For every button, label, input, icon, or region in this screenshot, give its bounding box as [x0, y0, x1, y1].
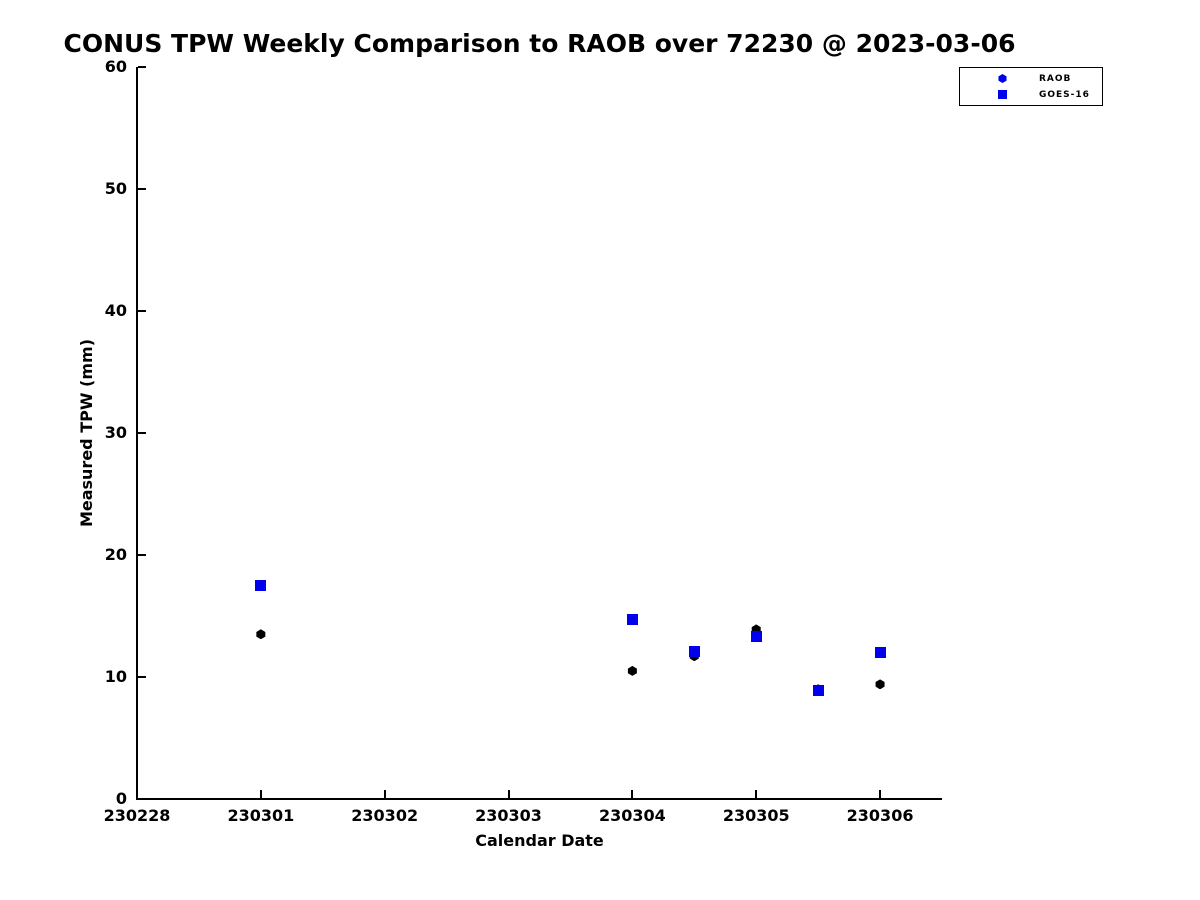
- x-tick-label: 230303: [475, 806, 542, 825]
- goes16-point: [750, 631, 762, 643]
- y-tick: [138, 432, 146, 434]
- raob-point: [875, 679, 885, 690]
- x-tick-label: 230228: [103, 806, 171, 825]
- y-tick-label: 0: [115, 789, 127, 808]
- y-tick: [138, 554, 146, 556]
- legend-raob-marker: [998, 74, 1007, 83]
- raob-point: [256, 629, 266, 640]
- x-tick: [507, 790, 510, 798]
- goes16-point: [874, 647, 886, 659]
- y-tick-label: 30: [104, 423, 127, 442]
- legend-label: GOES-16: [1039, 89, 1090, 100]
- raob-point: [627, 665, 637, 676]
- chart-title: CONUS TPW Weekly Comparison to RAOB over…: [63, 29, 1016, 58]
- legend-entry: GOES-16: [960, 87, 1102, 103]
- x-axis-line: [136, 798, 942, 800]
- y-tick: [138, 676, 146, 678]
- y-tick-label: 60: [104, 57, 127, 76]
- x-tick: [631, 790, 634, 798]
- raob-point: [751, 624, 761, 635]
- goes16-point: [688, 645, 700, 657]
- x-tick: [755, 790, 758, 798]
- x-tick: [879, 790, 882, 798]
- x-tick: [383, 790, 386, 798]
- y-tick-label: 40: [104, 301, 127, 320]
- x-tick-label: 230306: [846, 806, 914, 825]
- y-tick: [138, 798, 146, 800]
- y-tick-label: 20: [104, 545, 127, 564]
- legend: RAOB GOES-16: [959, 67, 1103, 106]
- x-tick-label: 230302: [351, 806, 419, 825]
- goes16-point: [626, 614, 638, 626]
- y-tick: [138, 310, 146, 312]
- y-tick: [138, 66, 146, 68]
- legend-entry: RAOB: [960, 71, 1102, 87]
- x-tick: [136, 790, 138, 798]
- y-tick-label: 10: [104, 667, 127, 686]
- goes16-point: [812, 684, 824, 696]
- legend-goes16-marker: [998, 90, 1007, 99]
- x-tick-label: 230305: [722, 806, 790, 825]
- y-axis-line: [136, 67, 138, 800]
- goes16-point: [255, 580, 267, 591]
- y-tick-label: 50: [104, 179, 127, 198]
- x-tick: [259, 790, 262, 798]
- y-tick: [138, 188, 146, 190]
- x-axis-label: Calendar Date: [475, 831, 604, 850]
- x-tick-label: 230301: [227, 806, 295, 825]
- x-tick-label: 230304: [598, 806, 666, 825]
- legend-label: RAOB: [1039, 73, 1072, 84]
